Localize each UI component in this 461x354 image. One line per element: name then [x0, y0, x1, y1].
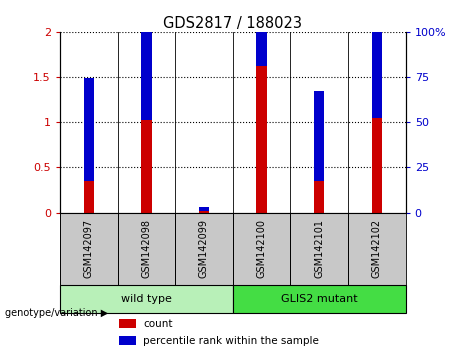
Bar	[256, 0, 267, 66]
Bar	[199, 207, 209, 211]
Bar	[314, 91, 325, 181]
Bar	[372, 118, 382, 213]
Bar	[348, 213, 406, 285]
Bar	[372, 27, 382, 118]
Text: GSM142099: GSM142099	[199, 219, 209, 278]
Text: wild type: wild type	[121, 294, 172, 304]
Text: genotype/variation ▶: genotype/variation ▶	[5, 308, 108, 318]
Bar	[118, 213, 175, 285]
Text: GSM142100: GSM142100	[257, 219, 266, 278]
Title: GDS2817 / 188023: GDS2817 / 188023	[163, 16, 302, 31]
Text: GSM142097: GSM142097	[84, 219, 94, 278]
Bar	[118, 319, 136, 329]
Bar	[118, 336, 136, 345]
Bar	[141, 30, 152, 120]
Bar	[60, 285, 233, 313]
Bar	[60, 213, 118, 285]
Text: GSM142102: GSM142102	[372, 219, 382, 278]
Bar	[314, 181, 325, 213]
Bar	[233, 213, 290, 285]
Bar	[83, 78, 94, 181]
Bar	[199, 211, 209, 213]
Text: GSM142098: GSM142098	[142, 219, 151, 278]
Text: GSM142101: GSM142101	[314, 219, 324, 278]
Bar	[141, 120, 152, 213]
Bar	[175, 213, 233, 285]
Bar	[233, 285, 406, 313]
Text: GLIS2 mutant: GLIS2 mutant	[281, 294, 358, 304]
Bar	[83, 181, 94, 213]
Bar	[290, 213, 348, 285]
Text: count: count	[143, 319, 172, 329]
Text: percentile rank within the sample: percentile rank within the sample	[143, 336, 319, 346]
Bar	[256, 66, 267, 213]
